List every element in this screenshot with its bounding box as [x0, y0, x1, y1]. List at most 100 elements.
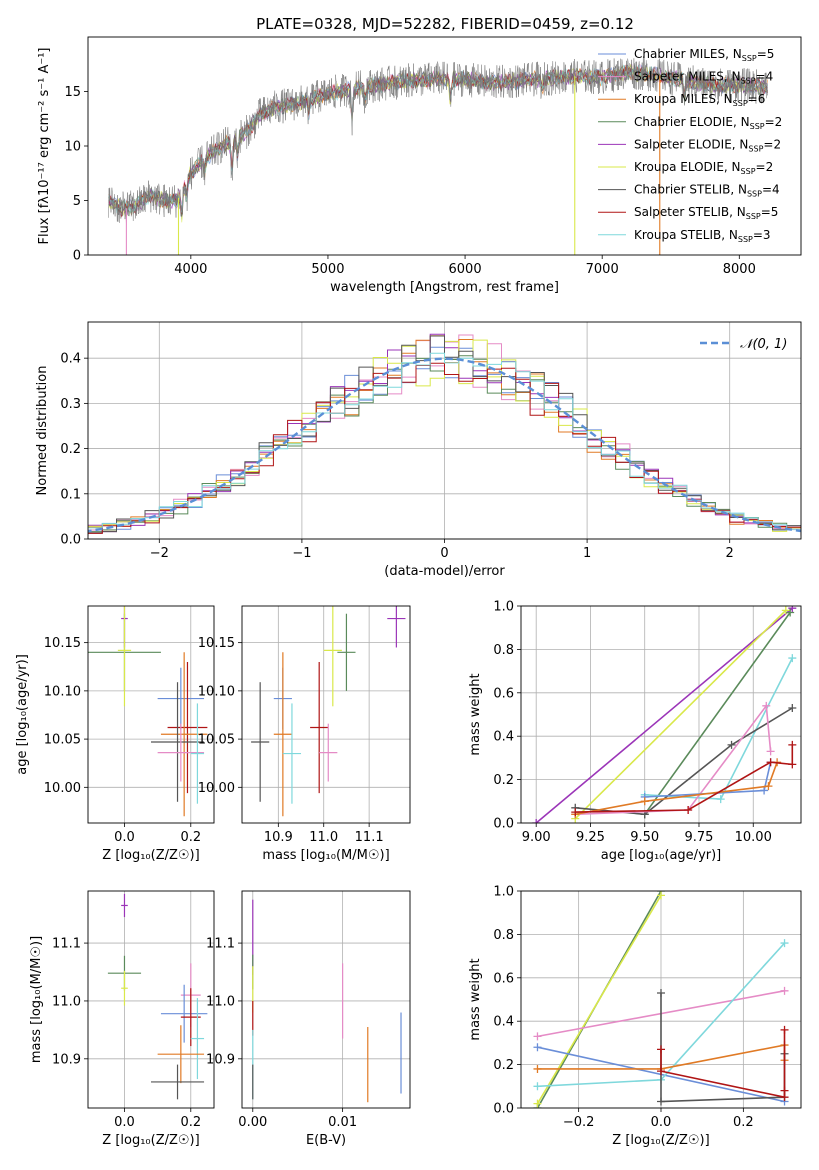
legend-value: =4 [756, 70, 774, 84]
y-tick-label: 0.3 [60, 397, 81, 412]
x-tick-label: 5000 [311, 262, 344, 277]
y-axis-label: age [log₁₀(age/yr)] [15, 654, 30, 775]
mass-weight-marker [657, 1097, 665, 1106]
legend-value: =5 [761, 205, 779, 219]
mass-weight-marker [788, 606, 797, 613]
mass-weight-marker [780, 1025, 789, 1034]
y-axis-label: mass [log₁₀(M/M☉)] [29, 936, 44, 1063]
mass-weight-marker [780, 939, 789, 948]
mass-weight-line [536, 894, 662, 1105]
y-tick-label: 11.0 [206, 994, 235, 1009]
y-tick-label: 10.00 [44, 781, 81, 796]
mass-weight-marker [788, 740, 797, 749]
mass-weight-marker [533, 1099, 542, 1108]
legend-entry: Kroupa ELODIE, NSSP=2 [634, 160, 773, 176]
x-tick-label: 11.0 [309, 830, 338, 845]
x-tick-label: 0.2 [180, 1115, 201, 1130]
y-tick-label: 10.05 [44, 733, 81, 748]
x-tick-label: −0.2 [563, 1115, 595, 1130]
legend-subscript: SSP [738, 235, 753, 244]
x-tick-label: 6000 [449, 262, 482, 277]
plot-area [532, 606, 797, 823]
observed-spectrum-line [108, 56, 769, 226]
x-tick-label: 9.75 [685, 830, 714, 845]
x-axis-label: age [log₁₀(age/yr)] [601, 848, 722, 863]
x-tick-label: 10.00 [735, 830, 772, 845]
legend-entry: Chabrier ELODIE, NSSP=2 [634, 115, 782, 131]
axes-frame [241, 890, 411, 1109]
legend-value: =2 [756, 160, 774, 174]
mass-weight-marker [788, 654, 797, 663]
plot-area [88, 606, 208, 817]
y-tick-label: 10.10 [198, 684, 235, 699]
mass-weight-marker [788, 703, 797, 712]
y-tick-label: 10.9 [52, 1052, 81, 1067]
y-tick-label: 0.8 [493, 643, 514, 658]
legend-text: Kroupa STELIB, N [634, 228, 738, 242]
y-tick-label: 0.0 [493, 817, 514, 832]
mass-weight-marker [766, 747, 775, 756]
x-axis-label: (data-model)/error [384, 564, 505, 579]
x-tick-label: 9.50 [630, 830, 659, 845]
mass-weight-marker [533, 1064, 542, 1073]
spectrum-panel: 4000 5000 6000 7000 8000 0 5 10 15 wavelength [An… [37, 36, 802, 295]
y-tick-label: 1.0 [493, 885, 514, 900]
mass-weight-marker [764, 782, 773, 791]
mass-weight-marker [781, 606, 790, 615]
mass-weight-line [575, 744, 794, 813]
mass-weight-marker [716, 795, 725, 804]
x-tick-label: 0.0 [114, 830, 135, 845]
x-tick-label: 0.0 [651, 1115, 672, 1130]
legend-subscript: SSP [741, 167, 756, 176]
y-tick-label: 0.8 [493, 928, 514, 943]
mass-weight-marker [780, 1086, 789, 1095]
mass-weight-line [660, 1029, 786, 1099]
legend-entry: 𝒩(0, 1) [740, 337, 787, 352]
legend-subscript: SSP [733, 99, 748, 108]
mass-weight-line [575, 761, 778, 816]
mass-weight-marker [780, 986, 789, 995]
plot-area [252, 899, 402, 1103]
legend-text: Chabrier ELODIE, N [634, 115, 750, 129]
plot-area [88, 333, 801, 537]
y-tick-label: 0 [73, 249, 81, 264]
legend-text: Kroupa MILES, N [634, 92, 733, 106]
y-tick-label: 0.6 [493, 971, 514, 986]
x-axis-label: Z [log₁₀(Z/Z☉)] [612, 1133, 709, 1148]
mass-weight-marker [532, 819, 541, 823]
y-tick-label: 10.15 [198, 636, 235, 651]
legend-value: =2 [765, 115, 783, 129]
legend-entry: Salpeter MILES, NSSP=4 [634, 70, 773, 86]
y-axis-label: mass weight [468, 673, 483, 755]
y-tick-label: 10.15 [44, 636, 81, 651]
axes-frame [241, 605, 411, 824]
legend-value: =4 [762, 183, 780, 197]
y-tick-label: 10.00 [198, 781, 235, 796]
mass-weight-marker [788, 760, 797, 769]
y-tick-label: 0.1 [60, 487, 81, 502]
legend-value: =3 [753, 228, 771, 242]
x-axis-label: wavelength [Angstrom, rest frame] [330, 280, 559, 295]
y-tick-label: 10.9 [206, 1052, 235, 1067]
mass-weight-line [575, 703, 772, 816]
plot-area [251, 606, 406, 817]
mass-weight-marker [533, 1082, 542, 1091]
legend-text: Salpeter MILES, N [634, 70, 741, 84]
y-tick-label: 0.0 [493, 1102, 514, 1117]
x-axis-label: E(B-V) [306, 1133, 346, 1148]
mass-weight-marker [657, 891, 665, 900]
y-tick-label: 11.1 [52, 937, 81, 952]
legend-entry: Chabrier STELIB, NSSP=4 [634, 183, 780, 199]
y-tick-label: 0.0 [60, 533, 81, 548]
x-tick-label: 9.00 [522, 830, 551, 845]
mass-weight-line [574, 609, 787, 820]
x-axis-label: Z [log₁₀(Z/Z☉)] [102, 1133, 199, 1148]
mass-weight-marker [533, 1043, 542, 1052]
plot-area [108, 56, 769, 255]
legend-text: Chabrier STELIB, N [634, 183, 747, 197]
mass-weight-vs-age-panel: 9.00 9.25 9.50 9.75 10.00 0.0 0.2 0.4 0.6 0.8 1.0 a… [468, 600, 802, 863]
x-tick-label: 1 [583, 546, 591, 561]
y-tick-label: 0.4 [493, 1015, 514, 1030]
